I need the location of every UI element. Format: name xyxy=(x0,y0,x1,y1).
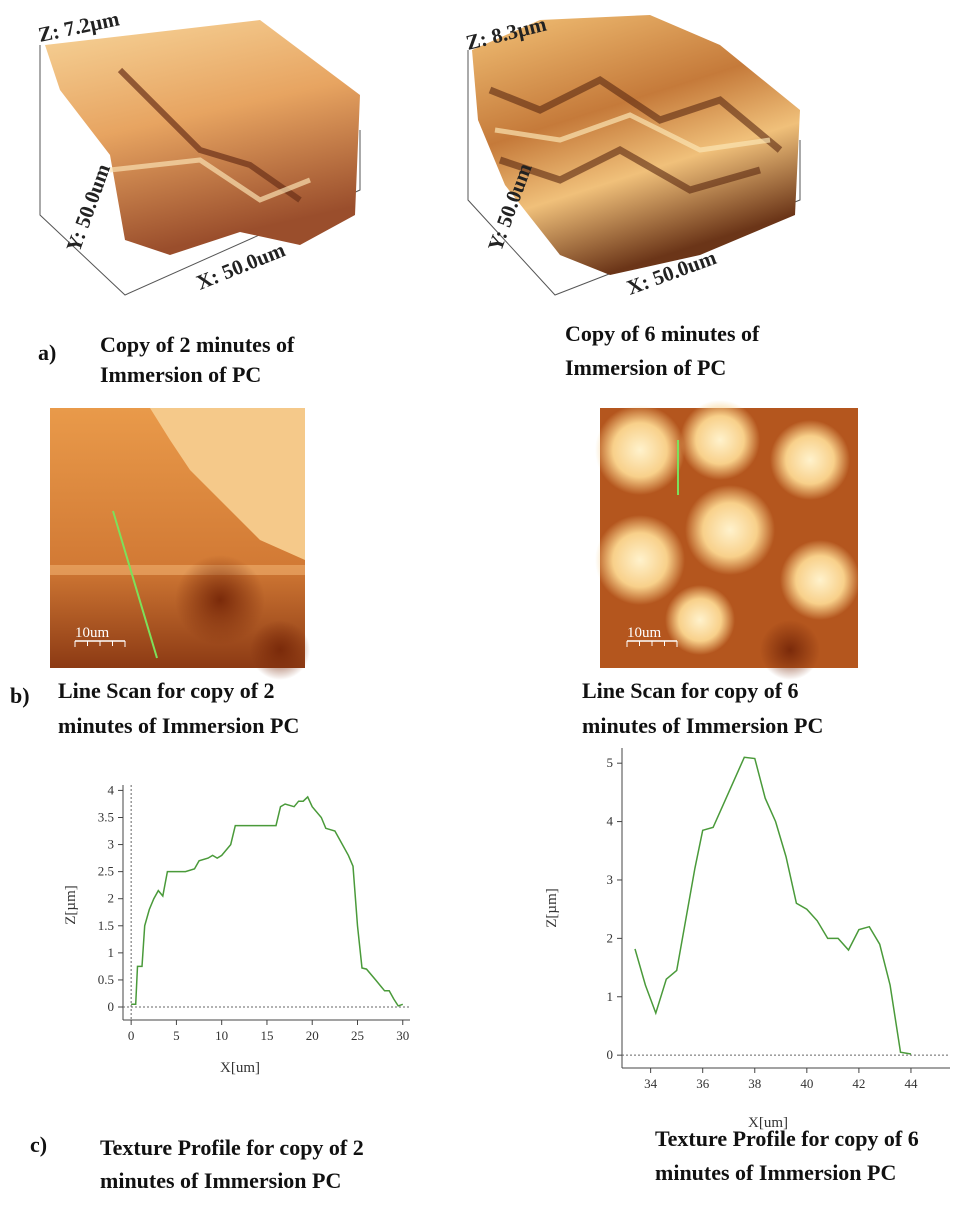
caption: Copy of 2 minutes of xyxy=(100,332,295,357)
data-line xyxy=(635,757,911,1054)
figure: Z: 7.2µm Y: 50.0um X: 50.0um Z: 8.3µm Y:… xyxy=(0,0,970,1217)
x-tick-label: 36 xyxy=(696,1076,710,1091)
caption: Line Scan for copy of 6 xyxy=(582,678,799,703)
caption: minutes of Immersion PC xyxy=(58,713,299,738)
x-tick-label: 0 xyxy=(128,1028,135,1043)
x-tick-label: 25 xyxy=(351,1028,364,1043)
y-tick-label: 2 xyxy=(607,930,614,945)
x-tick-label: 10 xyxy=(215,1028,228,1043)
y-tick-label: 4 xyxy=(108,782,115,797)
x-tick-label: 20 xyxy=(306,1028,319,1043)
x-tick-label: 30 xyxy=(396,1028,409,1043)
panel-label: c) xyxy=(30,1132,47,1157)
x-tick-label: 34 xyxy=(644,1076,658,1091)
x-label: X: 50.0um xyxy=(193,237,289,294)
data-line xyxy=(131,797,403,1006)
y-tick-label: 0.5 xyxy=(98,972,114,987)
y-tick-label: 2.5 xyxy=(98,864,114,879)
x-tick-label: 40 xyxy=(800,1076,813,1091)
y-tick-label: 1 xyxy=(108,945,115,960)
page: Z: 7.2µm Y: 50.0um X: 50.0um Z: 8.3µm Y:… xyxy=(0,0,970,1217)
y-tick-label: 5 xyxy=(607,755,614,770)
scale-label: 10um xyxy=(75,625,110,641)
y-tick-label: 1.5 xyxy=(98,918,114,933)
scale-label: 10um xyxy=(627,625,662,641)
x-tick-label: 15 xyxy=(260,1028,273,1043)
caption: minutes of Immersion PC xyxy=(100,1168,341,1193)
x-tick-label: 38 xyxy=(748,1076,761,1091)
surface-3d: Z: 8.3µm Y: 50.0um X: 50.0um xyxy=(463,12,800,300)
y-tick-label: 3 xyxy=(607,872,614,887)
afm-map: 10um xyxy=(595,400,860,680)
x-tick-label: 5 xyxy=(173,1028,180,1043)
y-tick-label: 2 xyxy=(108,891,115,906)
y-tick-label: 3 xyxy=(108,837,115,852)
panel-label: a) xyxy=(38,340,56,365)
panel-label: b) xyxy=(10,683,30,708)
caption: Immersion of PC xyxy=(100,362,261,387)
caption: Immersion of PC xyxy=(565,355,726,380)
caption: Line Scan for copy of 2 xyxy=(58,678,275,703)
surface-3d: Z: 7.2µm Y: 50.0um X: 50.0um xyxy=(36,6,360,295)
x-tick-label: 42 xyxy=(852,1076,865,1091)
x-tick-label: 44 xyxy=(904,1076,918,1091)
y-tick-label: 4 xyxy=(607,814,614,829)
y-tick-label: 0 xyxy=(108,999,115,1014)
y-tick-label: 0 xyxy=(607,1047,614,1062)
x-axis-label: X[um] xyxy=(748,1115,788,1131)
y-tick-label: 3.5 xyxy=(98,809,114,824)
caption: minutes of Immersion PC xyxy=(582,713,823,738)
afm-map: 10um xyxy=(50,408,310,680)
y-axis-label: Z[µm] xyxy=(63,885,79,924)
caption: minutes of Immersion PC xyxy=(655,1160,896,1185)
caption: Texture Profile for copy of 2 xyxy=(100,1135,364,1160)
caption: Copy of 6 minutes of xyxy=(565,321,760,346)
y-label: Y: 50.0um xyxy=(61,160,115,255)
x-axis-label: X[um] xyxy=(220,1060,260,1076)
y-axis-label: Z[µm] xyxy=(544,888,560,927)
y-tick-label: 1 xyxy=(607,989,614,1004)
